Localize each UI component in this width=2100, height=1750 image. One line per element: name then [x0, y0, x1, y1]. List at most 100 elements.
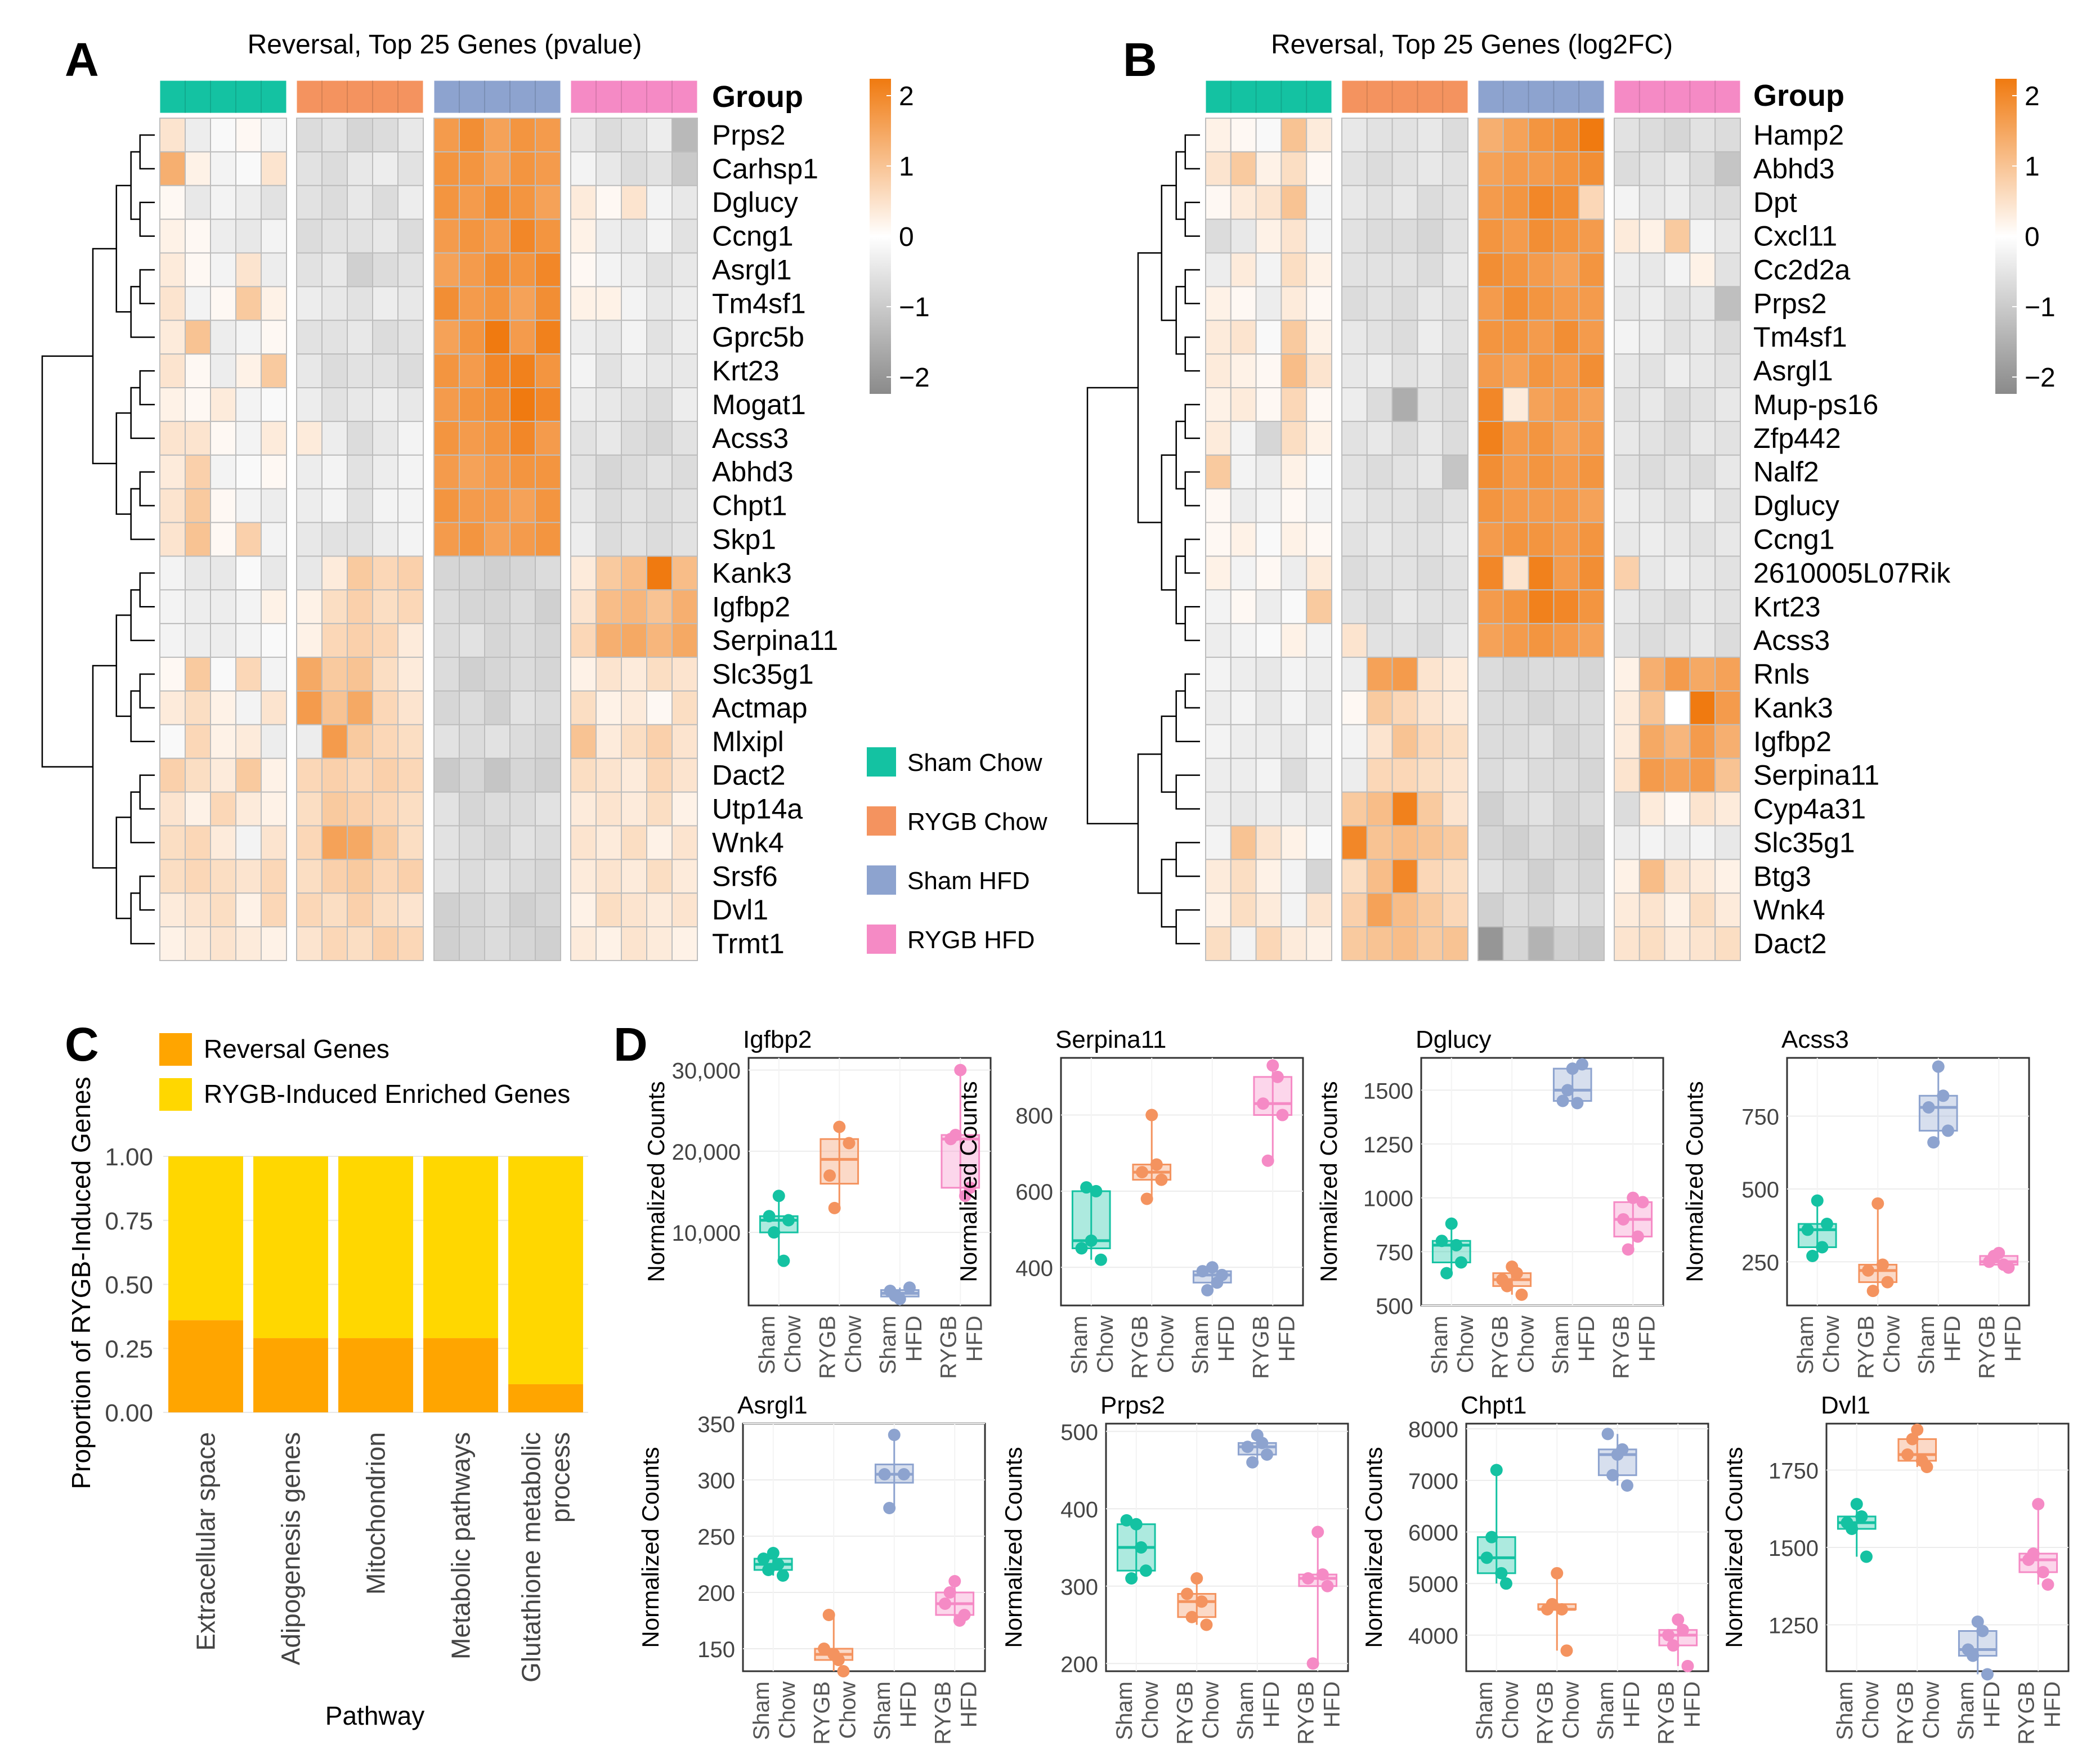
heatmap-cell: [509, 488, 536, 523]
heatmap-cell: [671, 454, 698, 490]
heatmap-cell: [1391, 825, 1418, 860]
heatmap-cell: [1614, 353, 1640, 389]
heatmap-cell: [1280, 185, 1308, 220]
heatmap-cell: [1553, 118, 1580, 152]
heatmap-cell: [433, 791, 460, 827]
row-label-prps2: Prps2: [1753, 288, 1827, 319]
heatmap-cell: [1417, 454, 1444, 490]
heatmap-cell: [646, 724, 673, 759]
boxplot-point: [1257, 1097, 1270, 1110]
heatmap-cell: [372, 859, 398, 894]
boxplot-category-label: Chow: [1919, 1681, 1944, 1739]
heatmap-cell: [1417, 825, 1444, 860]
heatmap-cell: [372, 454, 398, 490]
heatmap-cell: [1442, 657, 1468, 692]
heatmap-cell: [484, 589, 511, 625]
heatmap-cell: [1714, 454, 1741, 490]
heatmap-cell: [159, 286, 186, 321]
dendrogram-branch: [1086, 387, 1138, 824]
heatmap-cell: [210, 825, 236, 860]
heatmap-cell: [1205, 791, 1232, 827]
heatmap-cell: [1477, 555, 1504, 591]
heatmap-cell: [484, 185, 511, 220]
heatmap-cell: [347, 118, 373, 152]
heatmap-cell: [509, 623, 536, 658]
row-label-cyp4a31: Cyp4a31: [1753, 793, 1866, 825]
boxplot-category-label: Sham: [1472, 1681, 1497, 1740]
boxplot-point: [777, 1254, 790, 1267]
boxplot-point: [1801, 1223, 1814, 1236]
heatmap-cell: [509, 791, 536, 827]
heatmap-cell: [347, 420, 373, 456]
heatmap-cell: [1614, 420, 1640, 456]
row-label-krt23: Krt23: [712, 355, 780, 387]
legend-label-sham-hfd: Sham HFD: [907, 867, 1030, 895]
heatmap-cell: [1255, 252, 1282, 288]
heatmap-cell: [595, 791, 622, 827]
heatmap-cell: [1528, 690, 1555, 725]
colorbar-tick-label: −2: [899, 363, 930, 393]
annotation-block-rygb_chow: [296, 80, 424, 114]
heatmap-cell: [347, 757, 373, 793]
heatmap-cell: [535, 151, 561, 186]
heatmap-cell: [347, 623, 373, 658]
boxplot-category-label: Chow: [1453, 1316, 1478, 1373]
heatmap-cell: [397, 320, 424, 355]
dendrogram-branch: [1175, 690, 1200, 743]
heatmap-cell: [1230, 454, 1257, 490]
heatmap-cell: [261, 286, 287, 321]
bar-rygb-enriched: [253, 1156, 328, 1339]
heatmap-cell: [621, 420, 647, 456]
boxplot-point: [837, 1665, 850, 1677]
boxplot-point: [1627, 1191, 1640, 1204]
heatmap-cell: [1528, 353, 1555, 389]
heatmap-cell: [1442, 623, 1468, 658]
boxplot-point: [767, 1547, 780, 1559]
boxplot-category-label: RYGB: [1172, 1681, 1197, 1745]
boxplot-point: [1667, 1639, 1680, 1652]
bar-rygb-enriched: [508, 1156, 583, 1384]
heatmap-cell: [459, 387, 485, 422]
heatmap-cell: [1230, 286, 1257, 321]
heatmap-cell: [1714, 218, 1741, 254]
heatmap-cell: [646, 320, 673, 355]
panel-letter-b: B: [1123, 33, 1157, 86]
heatmap-cell: [185, 892, 211, 928]
heatmap-cell: [372, 623, 398, 658]
heatmap-cell: [159, 791, 186, 827]
heatmap-cell: [1664, 320, 1691, 355]
heatmap-cell: [185, 555, 211, 591]
heatmap-cell: [671, 657, 698, 692]
heatmap-cell: [1417, 151, 1444, 186]
heatmap-cell: [235, 218, 262, 254]
heatmap-cell: [347, 791, 373, 827]
boxplot-point: [763, 1210, 776, 1223]
heatmap-cell: [1477, 454, 1504, 490]
boxplot-point: [2041, 1578, 2054, 1591]
heatmap-cell: [1614, 589, 1640, 625]
heatmap-cell: [459, 926, 485, 961]
heatmap-cell: [1230, 118, 1257, 152]
heatmap-cell: [185, 825, 211, 860]
heatmap-cell: [621, 724, 647, 759]
row-label-wnk4: Wnk4: [1753, 894, 1825, 926]
heatmap-cell: [570, 926, 597, 961]
legend-label-reversal: Reversal Genes: [204, 1034, 389, 1064]
heatmap-cell: [433, 690, 460, 725]
boxplot-point: [1981, 1668, 1994, 1681]
heatmap-cell: [1689, 926, 1716, 961]
heatmap-cell: [1578, 623, 1605, 658]
boxplot-point: [1450, 1239, 1463, 1251]
heatmap-cell: [1578, 387, 1605, 422]
boxplot-category-label: RYGB: [1293, 1681, 1318, 1745]
heatmap-cell: [1477, 353, 1504, 389]
heatmap-b-row-labels: Hamp2Abhd3DptCxcl11Cc2d2aPrps2Tm4sf1Asrg…: [1753, 119, 1951, 959]
heatmap-cell: [1306, 151, 1332, 186]
heatmap-cell: [261, 522, 287, 557]
heatmap-cell: [1341, 522, 1368, 557]
legend-swatch-rygb-hfd: [867, 925, 896, 954]
heatmap-cell: [1417, 791, 1444, 827]
heatmap-cell: [185, 320, 211, 355]
heatmap-cell: [595, 420, 622, 456]
